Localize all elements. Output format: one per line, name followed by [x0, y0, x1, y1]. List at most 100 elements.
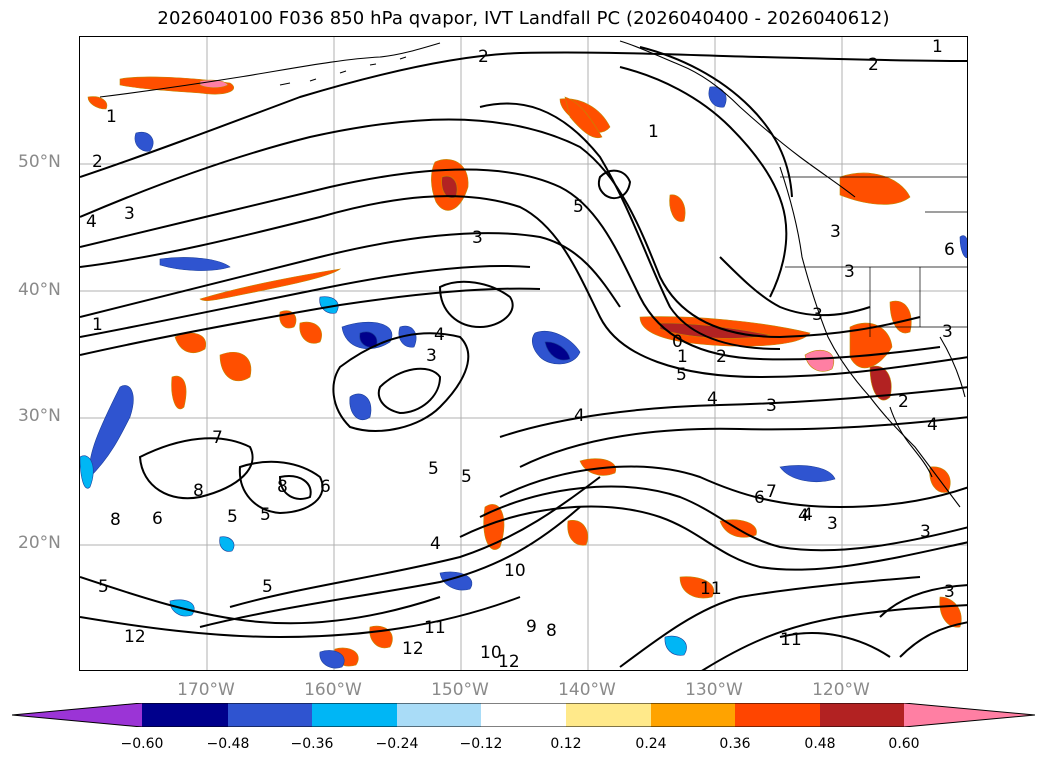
contour-label: 2 — [868, 55, 879, 75]
patch-dark-blue — [544, 341, 571, 361]
colorbar-segment — [142, 703, 228, 727]
patch-blue — [779, 465, 836, 482]
contour-label: 3 — [812, 305, 823, 325]
patch-orange — [669, 194, 686, 222]
contour-label: 1 — [648, 122, 659, 142]
ivt-contours — [80, 46, 967, 670]
colorbar-segment — [566, 703, 651, 727]
contour-label: 5 — [676, 365, 687, 385]
contour-label: 3 — [920, 522, 931, 542]
lat-label-20n: 20°N — [18, 533, 61, 553]
lon-label-160w: 160°W — [304, 680, 362, 700]
patch-orange — [567, 520, 588, 546]
contour-label: 3 — [942, 322, 953, 342]
lon-label-170w: 170°W — [177, 680, 235, 700]
contour-label: 2 — [478, 47, 489, 67]
patch-orange — [889, 300, 912, 334]
contour-label: 8 — [193, 481, 204, 501]
patch-blue — [959, 235, 967, 259]
contour-label: 3 — [944, 582, 955, 602]
contour-label: 7 — [212, 428, 223, 448]
patch-orange — [679, 576, 715, 599]
negative-anomaly-patches — [80, 86, 967, 669]
contour-label: 10 — [504, 561, 526, 581]
contour-label: 5 — [428, 459, 439, 479]
contour-label: 4 — [86, 212, 97, 232]
colorbar-segment — [735, 703, 820, 727]
contour-label: 3 — [426, 346, 437, 366]
contour-label: 11 — [424, 618, 446, 638]
patch-orange — [87, 96, 108, 110]
patch-orange — [299, 321, 322, 344]
contour-line — [519, 416, 967, 468]
contour-label: 4 — [574, 406, 585, 426]
contour-label: 6 — [320, 477, 331, 497]
contour-line — [80, 576, 441, 625]
patch-cyan — [219, 536, 235, 552]
patch-dark-red — [869, 365, 892, 401]
contour-label: 12 — [498, 652, 520, 671]
coastline-baja — [889, 406, 933, 478]
colorbar-segment — [228, 703, 312, 727]
chart-title: 2026040100 F036 850 hPa qvapor, IVT Land… — [157, 8, 890, 29]
aleutian-islands — [279, 56, 407, 86]
contour-label: 9 — [526, 617, 537, 637]
colorbar-extend-high — [904, 703, 1035, 727]
contour-label: 4 — [802, 505, 813, 525]
contour-label: 2 — [898, 392, 909, 412]
colorbar-tick-label: −0.60 — [120, 736, 164, 752]
patch-dark-blue — [359, 331, 378, 348]
contour-labels: 2 2 1 1 1 2 3 4 3 5 1 0 2 1 5 4 3 4 5 5 … — [86, 37, 955, 671]
contour-label: 6 — [152, 509, 163, 529]
patch-orange — [939, 596, 962, 628]
lon-label-120w: 120°W — [812, 680, 870, 700]
map-panel: 2 2 1 1 1 2 3 4 3 5 1 0 2 1 5 4 3 4 5 5 … — [79, 36, 968, 671]
colorbar-segment — [820, 703, 904, 727]
patch-cyan — [664, 635, 687, 656]
map-canvas: 2 2 1 1 1 2 3 4 3 5 1 0 2 1 5 4 3 4 5 5 … — [80, 37, 967, 671]
colorbar-tick-label: 0.36 — [719, 736, 751, 752]
colorbar-tick-label: −0.24 — [375, 736, 419, 752]
coastline-north-america — [779, 166, 961, 508]
contour-line — [899, 621, 967, 658]
patch-cyan — [80, 455, 94, 489]
patch-blue — [349, 393, 372, 421]
patch-blue — [708, 86, 727, 108]
colorbar-tick-label: −0.36 — [290, 736, 334, 752]
contour-line — [879, 584, 967, 618]
colorbar-extend-low — [12, 703, 142, 727]
contour-label: 11 — [700, 579, 722, 599]
contour-label: 3 — [844, 262, 855, 282]
contour-label: 7 — [766, 482, 777, 502]
contour-label: 6 — [944, 240, 955, 260]
contour-label: 12 — [124, 627, 146, 647]
lon-label-150w: 150°W — [431, 680, 489, 700]
lat-label-40n: 40°N — [18, 280, 61, 300]
state-borders — [780, 176, 967, 337]
patch-orange — [199, 268, 342, 301]
lon-label-130w: 130°W — [685, 680, 743, 700]
contour-label: 3 — [124, 204, 135, 224]
contour-label: 1 — [677, 347, 688, 367]
contour-line — [80, 232, 621, 318]
contour-line — [479, 485, 967, 552]
contour-label: 4 — [798, 506, 809, 526]
contour-label: 1 — [932, 37, 943, 57]
patch-blue — [159, 257, 231, 271]
contour-label: 5 — [262, 577, 273, 597]
colorbar-segment — [312, 703, 397, 727]
patch-blue — [439, 571, 473, 591]
contour-line — [229, 476, 601, 608]
contour-line — [80, 51, 967, 178]
contour-line — [438, 280, 514, 329]
contour-label: 4 — [707, 389, 718, 409]
patch-orange — [219, 351, 252, 382]
contour-label: 2 — [716, 347, 727, 367]
colorbar-tick-label: −0.48 — [206, 736, 250, 752]
colorbar — [12, 703, 1035, 727]
contour-label: 4 — [430, 534, 441, 554]
contour-line — [80, 596, 521, 639]
contour-line — [377, 367, 442, 415]
colorbar-tick-label: 0.24 — [635, 736, 667, 752]
coastlines — [99, 40, 967, 508]
